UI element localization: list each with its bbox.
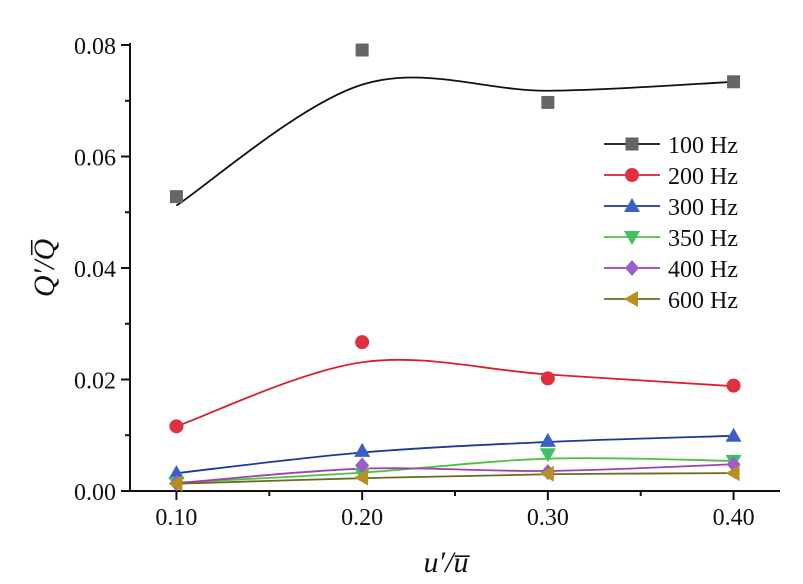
legend-label: 400 Hz <box>668 257 738 283</box>
x-tick-label: 0.40 <box>713 505 755 531</box>
fit-curve-1 <box>176 358 734 428</box>
fit-curve-2 <box>176 434 734 475</box>
fit-curve-4 <box>176 463 734 485</box>
y-tick-label: 0.00 <box>74 480 116 506</box>
legend-label: 300 Hz <box>668 195 738 221</box>
legend-marker <box>624 231 640 245</box>
y-axis-label: Q′/Q̅ <box>28 239 61 298</box>
y-tick-label: 0.04 <box>74 257 116 283</box>
data-point <box>726 378 741 393</box>
fit-curve-3 <box>176 457 734 484</box>
axes: 0.00 0.02 0.04 0.06 0.08 0.10 0.20 0.30 0.40 <box>74 34 780 531</box>
data-markers <box>168 43 742 492</box>
x-tick-label: 0.20 <box>341 505 383 531</box>
legend-marker <box>624 291 638 307</box>
data-point <box>168 475 183 492</box>
y-tick-label: 0.08 <box>74 34 116 60</box>
x-tick-label: 0.30 <box>527 505 569 531</box>
fit-curve-5 <box>176 472 734 485</box>
data-point <box>169 419 184 434</box>
legend-label: 350 Hz <box>668 226 738 252</box>
x-tick-label: 0.10 <box>155 505 197 531</box>
fit-curve-0 <box>175 76 734 207</box>
legend-marker <box>624 198 640 212</box>
x-axis-label: u′/u̅ <box>424 546 471 579</box>
data-point <box>725 465 740 482</box>
data-point <box>355 335 370 350</box>
fit-curves <box>175 76 734 485</box>
data-point <box>539 465 554 482</box>
data-point <box>168 465 185 480</box>
data-point <box>355 457 370 474</box>
data-point <box>540 371 555 386</box>
legend-marker <box>625 168 639 182</box>
y-tick-label: 0.06 <box>74 146 116 172</box>
data-point <box>541 95 555 109</box>
data-point <box>354 469 369 486</box>
data-point <box>539 448 556 463</box>
legend-marker <box>625 260 639 276</box>
legend-label: 600 Hz <box>668 288 738 314</box>
legend: 100 Hz 200 Hz 300 Hz 350 Hz 400 Hz 600 Hz <box>604 133 738 314</box>
legend-label: 100 Hz <box>668 133 738 159</box>
legend-marker <box>625 137 639 151</box>
data-point <box>725 427 742 442</box>
data-point <box>727 75 741 89</box>
data-point <box>355 43 369 57</box>
data-point <box>169 190 183 204</box>
data-point <box>354 442 371 457</box>
y-tick-label: 0.02 <box>74 369 116 395</box>
legend-label: 200 Hz <box>668 164 738 190</box>
data-point <box>539 432 556 447</box>
